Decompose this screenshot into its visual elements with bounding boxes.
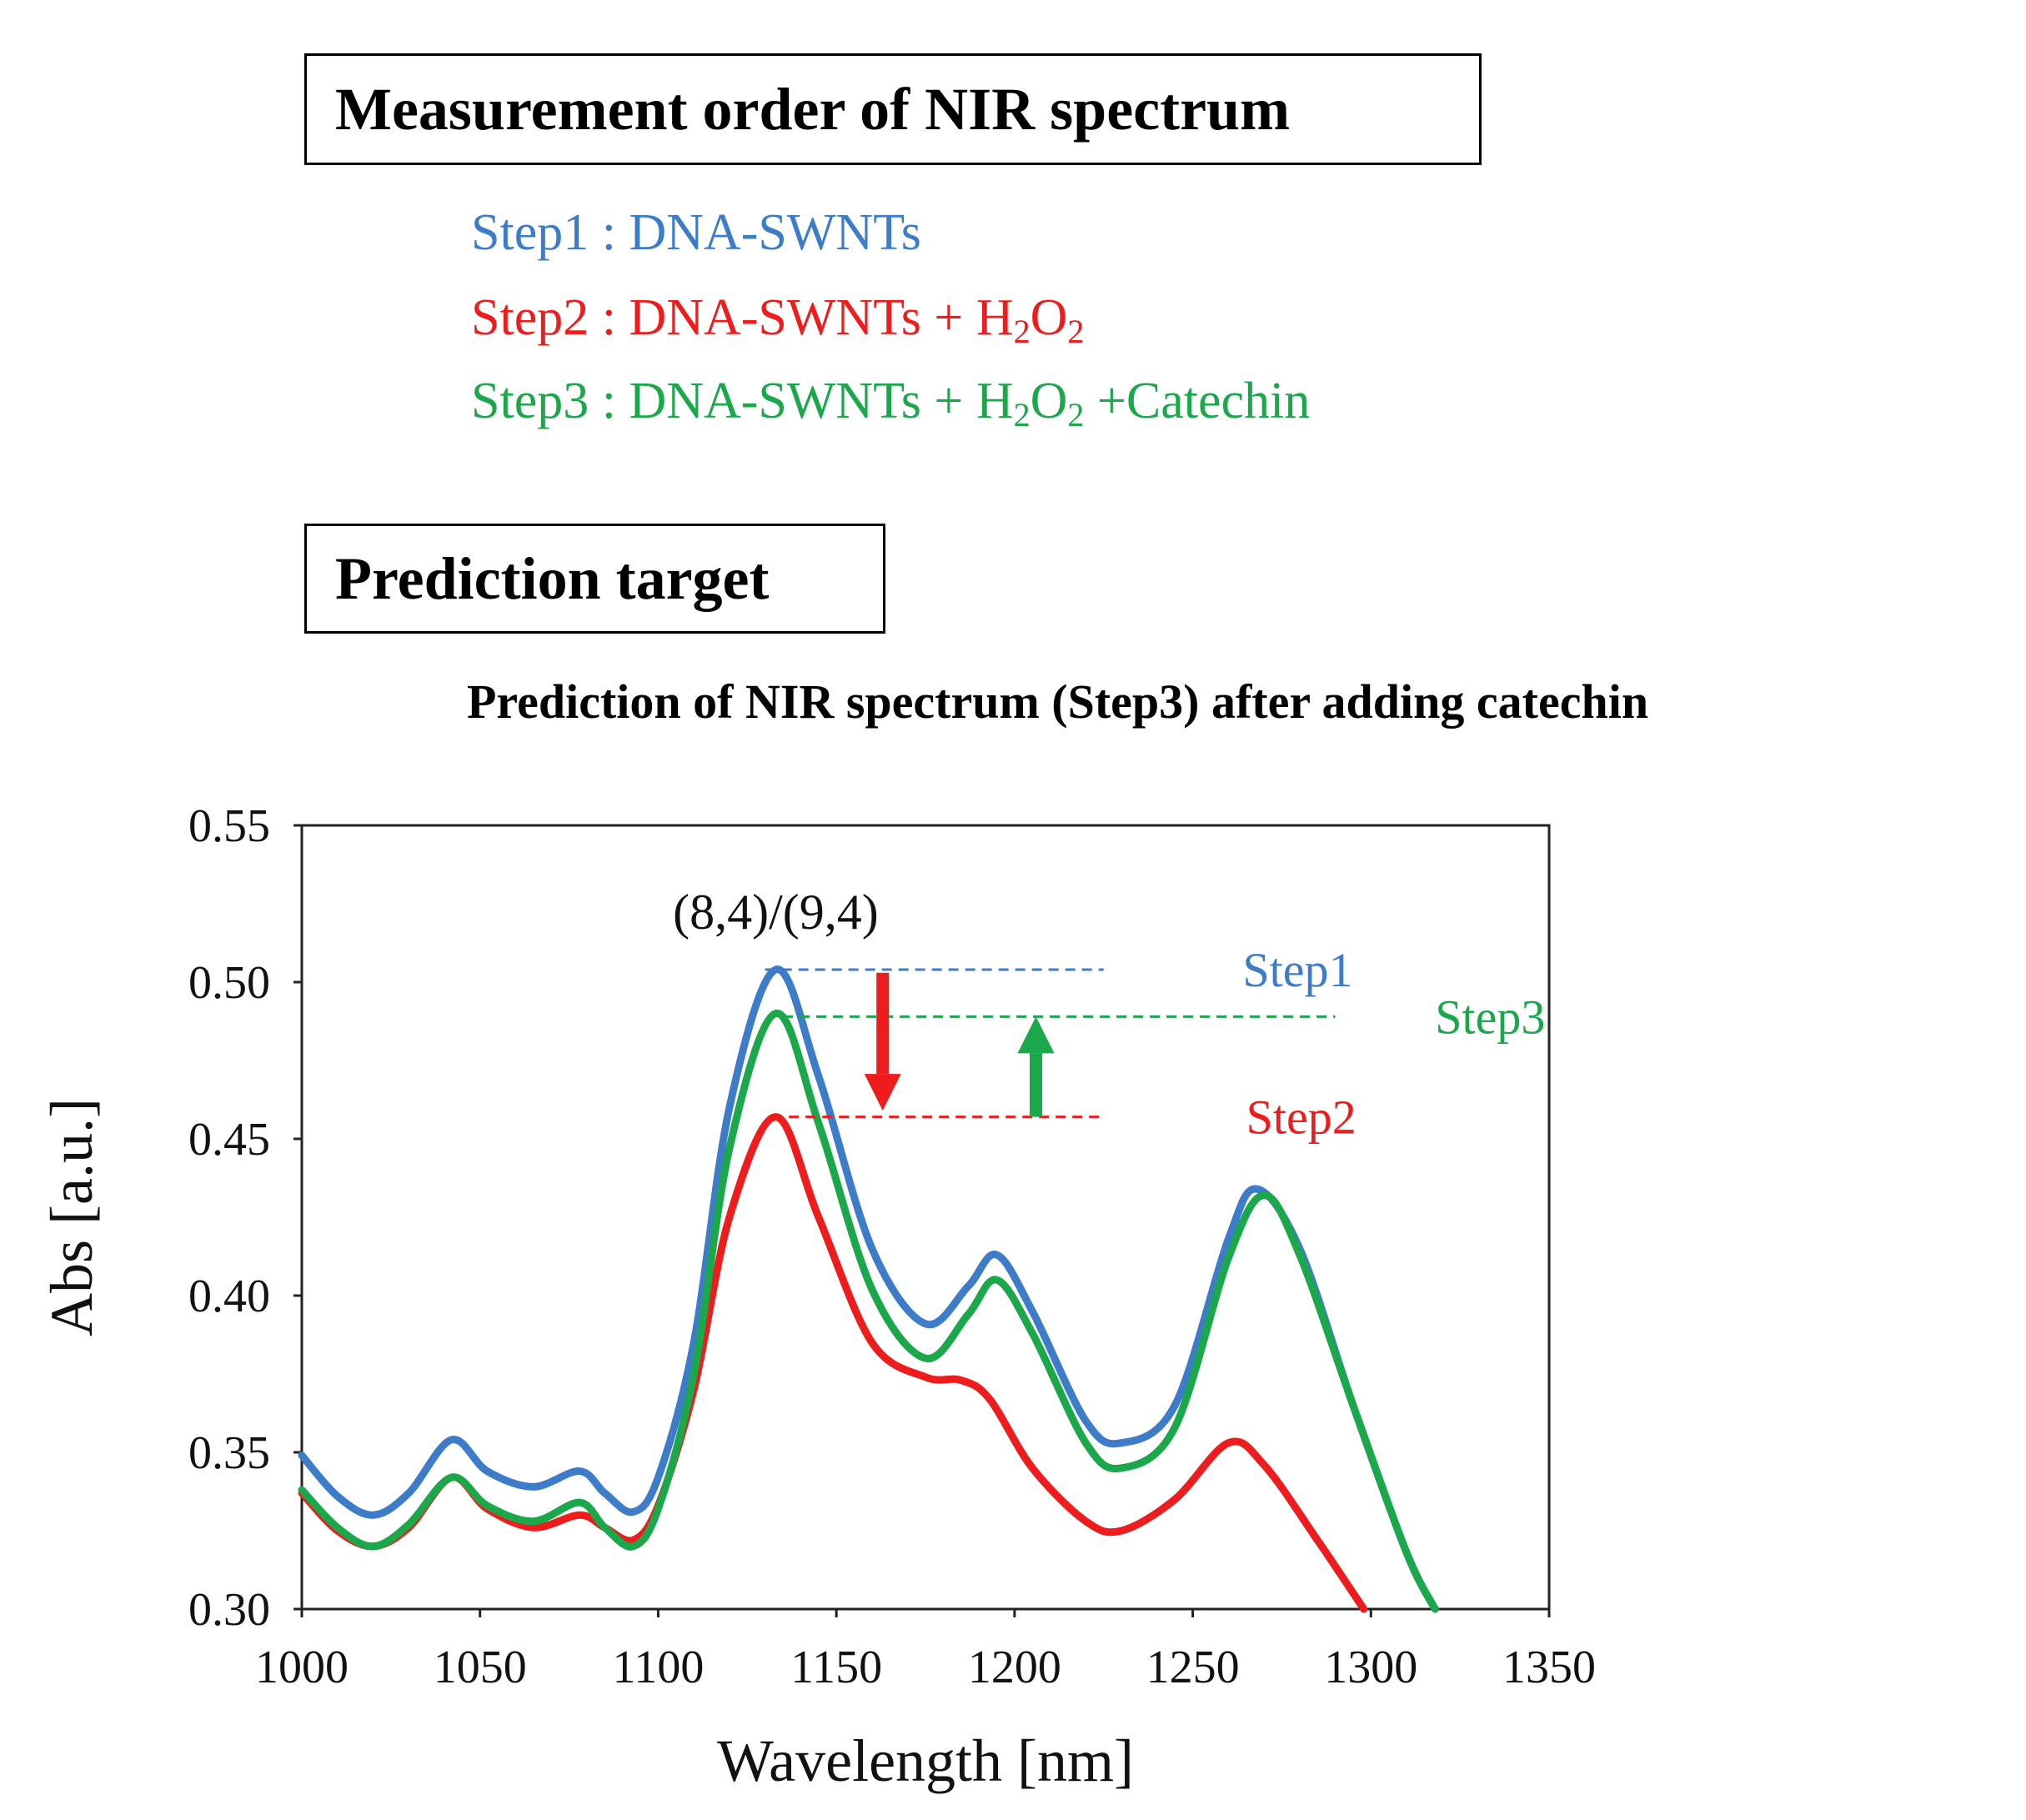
step2-text: Step2 : DNA-SWNTs + H [471, 289, 1014, 346]
arrow-up-head [1017, 1016, 1055, 1054]
series-line-step2 [298, 1113, 1368, 1613]
x-tick-label: 1350 [1502, 1642, 1596, 1693]
arrow-down-head [864, 1074, 901, 1111]
y-axis-label: Abs [a.u.] [38, 1098, 105, 1336]
x-tick-label: 1100 [612, 1642, 704, 1693]
y-tick-label: 0.45 [188, 1114, 270, 1166]
reference-label-step2: Step2 [1246, 1090, 1357, 1145]
step2-text-o: O [1030, 289, 1068, 346]
nir-spectrum-chart: 0.30 0.35 0.40 0.45 0.50 0.55 1000 1050 1100 1150… [38, 800, 1596, 1794]
y-tick-label: 0.40 [188, 1271, 270, 1322]
step3-text-suffix: +Catechin [1084, 373, 1311, 429]
x-axis-label: Wavelength [nm] [717, 1727, 1134, 1794]
y-tick-label: 0.50 [188, 957, 270, 1009]
x-tick-label: 1150 [790, 1642, 882, 1693]
step2-sub-o2: 2 [1067, 313, 1085, 350]
prediction-target-title: Prediction target [335, 545, 770, 612]
x-tick-label: 1000 [255, 1642, 349, 1693]
step1-label: Step1 : DNA-SWNTs [471, 207, 921, 258]
step3-sub-h2: 2 [1013, 396, 1031, 434]
step3-label: Step3 : DNA-SWNTs + H2O2 +Catechin [471, 373, 1311, 432]
y-tick-label: 0.55 [188, 800, 270, 852]
measurement-order-box: Measurement order of NIR spectrum [304, 53, 1482, 165]
x-tick-label: 1250 [1146, 1642, 1240, 1693]
prediction-subtitle: Prediction of NIR spectrum (Step3) after… [467, 674, 1649, 729]
y-tick-label: 0.30 [188, 1584, 270, 1636]
x-tick-label: 1050 [434, 1642, 527, 1693]
step1-text: Step1 : DNA-SWNTs [471, 204, 921, 261]
plot-frame [300, 824, 1551, 1611]
y-tick-label: 0.35 [188, 1427, 270, 1479]
step2-label: Step2 : DNA-SWNTs + H2O2 [471, 289, 1084, 348]
step2-sub-h2: 2 [1013, 313, 1031, 350]
peak-annotation: (8,4)/(9,4) [673, 885, 879, 940]
prediction-target-box: Prediction target [304, 524, 885, 634]
x-tick-label: 1200 [968, 1642, 1061, 1693]
measurement-order-title: Measurement order of NIR spectrum [335, 76, 1291, 143]
plot-area: 0.30 0.35 0.40 0.45 0.50 0.55 1000 1050 1100 1150… [38, 800, 1596, 1794]
series-line-step3 [298, 1010, 1439, 1613]
reference-label-step1: Step1 [1242, 943, 1352, 997]
series-line-step1 [298, 965, 1439, 1613]
step3-text: Step3 : DNA-SWNTs + H [471, 373, 1014, 429]
step3-sub-o2: 2 [1067, 396, 1085, 434]
reference-label-step3: Step3 [1435, 990, 1545, 1044]
step3-text-o: O [1030, 373, 1068, 429]
x-tick-label: 1300 [1324, 1642, 1417, 1693]
